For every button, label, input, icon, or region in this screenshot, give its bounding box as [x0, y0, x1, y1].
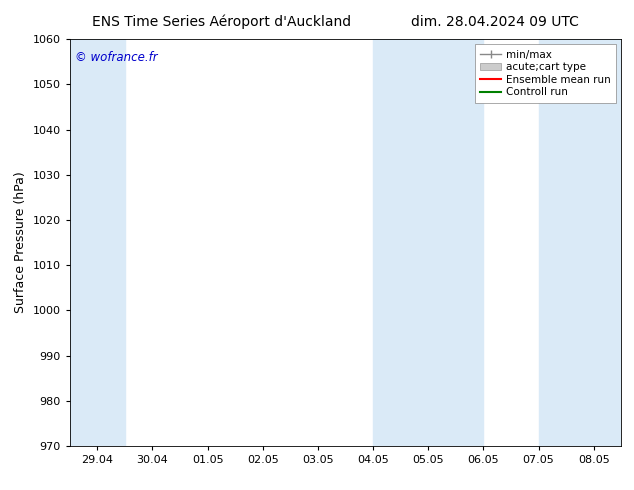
- Text: © wofrance.fr: © wofrance.fr: [75, 51, 158, 64]
- Text: ENS Time Series Aéroport d'Auckland: ENS Time Series Aéroport d'Auckland: [93, 15, 351, 29]
- Bar: [373, 39, 483, 446]
- Bar: [70, 39, 125, 446]
- Text: dim. 28.04.2024 09 UTC: dim. 28.04.2024 09 UTC: [411, 15, 578, 29]
- Y-axis label: Surface Pressure (hPa): Surface Pressure (hPa): [14, 172, 27, 314]
- Legend: min/max, acute;cart type, Ensemble mean run, Controll run: min/max, acute;cart type, Ensemble mean …: [475, 45, 616, 102]
- Bar: [538, 39, 621, 446]
